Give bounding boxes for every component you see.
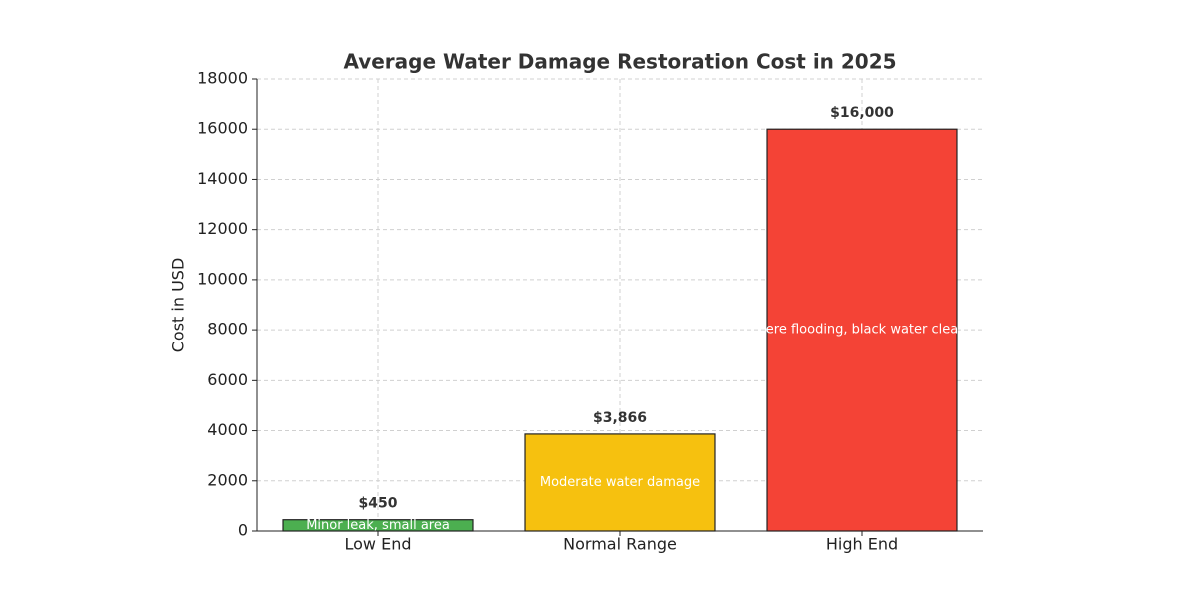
y-tick-label: 18000 [197, 69, 248, 88]
y-tick-label: 12000 [197, 219, 248, 238]
value-label: $16,000 [830, 105, 894, 121]
y-tick-label: 16000 [197, 119, 248, 138]
bar [766, 128, 958, 532]
value-label: $450 [359, 496, 398, 512]
x-tick-label: Normal Range [563, 535, 677, 554]
x-tick-label: High End [826, 535, 898, 554]
y-tick-label: 2000 [207, 470, 248, 489]
chart-title: Average Water Damage Restoration Cost in… [343, 50, 896, 74]
bar-annotation: ere flooding, black water clea [766, 323, 958, 338]
y-axis-label: Cost in USD [169, 258, 188, 353]
y-tick-label: 4000 [207, 420, 248, 439]
x-tick-label: Low End [345, 535, 412, 554]
y-tick-label: 10000 [197, 269, 248, 288]
bar-annotation: Minor leak, small area [306, 518, 450, 533]
y-tick-label: 8000 [207, 320, 248, 339]
y-tick-label: 0 [238, 521, 248, 540]
bar-annotation: Moderate water damage [540, 475, 700, 490]
bar [524, 433, 716, 532]
y-tick-label: 14000 [197, 169, 248, 188]
y-tick-label: 6000 [207, 370, 248, 389]
value-label: $3,866 [593, 410, 647, 426]
